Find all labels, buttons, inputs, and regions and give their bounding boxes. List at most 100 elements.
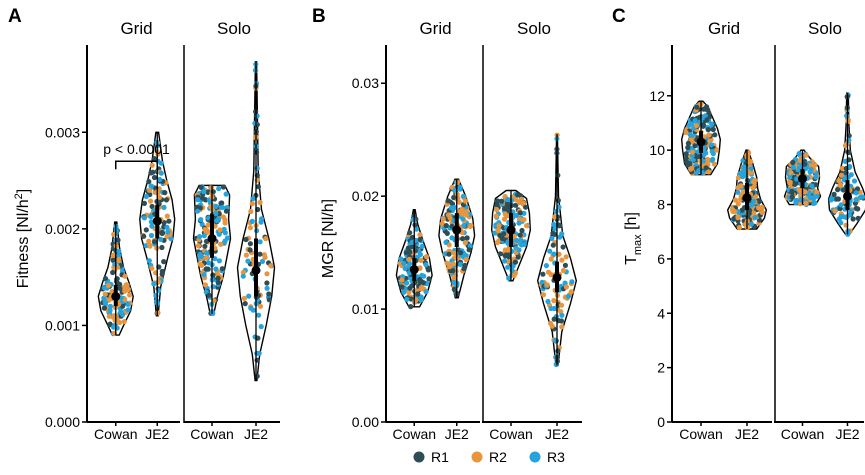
data-point (494, 207, 499, 212)
data-point (114, 277, 119, 282)
y-tick-label: 8 (657, 197, 665, 213)
data-point (803, 201, 808, 206)
data-point (150, 163, 155, 168)
data-point (546, 270, 551, 275)
data-point (738, 183, 743, 188)
data-point (834, 196, 839, 201)
data-point (250, 201, 255, 206)
legend-entry-r2: R2 (472, 449, 508, 465)
data-point (399, 277, 404, 282)
data-point (463, 199, 468, 204)
legend-entry-r3: R3 (530, 449, 566, 465)
data-point (248, 247, 253, 252)
data-point (789, 189, 794, 194)
data-point (559, 231, 564, 236)
y-tick-label: 0.002 (45, 221, 80, 237)
data-point (424, 254, 429, 259)
data-point (103, 292, 108, 297)
data-point (549, 236, 554, 241)
data-point (694, 123, 699, 128)
violin-cowan: Cowan (392, 210, 436, 442)
data-point (446, 252, 451, 257)
data-point (102, 306, 107, 311)
panel-letter: B (312, 6, 326, 27)
data-point (255, 358, 260, 363)
data-point (712, 132, 717, 137)
data-point (195, 197, 200, 202)
median-dot (843, 192, 852, 201)
data-point (555, 348, 560, 353)
data-point (164, 197, 169, 202)
x-tick-label: Cowan (190, 426, 234, 442)
x-tick-label: Cowan (94, 426, 138, 442)
data-point (418, 258, 423, 263)
data-point (147, 242, 152, 247)
data-point (144, 194, 149, 199)
data-point (245, 259, 250, 264)
data-point (853, 197, 858, 202)
data-point (204, 255, 209, 260)
data-point (159, 245, 164, 250)
median-dot (697, 137, 706, 146)
x-tick-label: JE2 (145, 426, 169, 442)
data-point (148, 214, 153, 219)
data-point (832, 208, 837, 213)
data-point (794, 198, 799, 203)
data-point (445, 261, 450, 266)
data-point (251, 196, 256, 201)
facet-title: Grid (120, 19, 152, 38)
facet-title: Grid (708, 19, 740, 38)
data-point (566, 294, 571, 299)
data-point (417, 237, 422, 242)
data-point (760, 210, 765, 215)
data-point (706, 169, 711, 174)
data-point (518, 210, 523, 215)
data-point (741, 164, 746, 169)
data-point (521, 217, 526, 222)
data-point (505, 265, 510, 270)
data-point (687, 123, 692, 128)
facet-title: Solo (217, 19, 251, 38)
data-point (559, 258, 564, 263)
data-point (458, 185, 463, 190)
data-point (446, 198, 451, 203)
y-tick-label: 0.000 (45, 414, 80, 430)
data-point (203, 282, 208, 287)
data-point (692, 143, 697, 148)
data-point (118, 309, 123, 314)
violin-je2: JE2 (538, 133, 577, 443)
data-point (514, 238, 519, 243)
data-point (462, 263, 467, 268)
data-point (684, 159, 689, 164)
data-point (217, 258, 222, 263)
data-point (522, 242, 527, 247)
data-point (148, 199, 153, 204)
data-point (461, 223, 466, 228)
data-point (829, 197, 834, 202)
data-point (198, 217, 203, 222)
data-point (159, 171, 164, 176)
data-point (122, 289, 127, 294)
data-point (412, 222, 417, 227)
data-point (125, 282, 130, 287)
data-point (152, 175, 157, 180)
data-point (557, 223, 562, 228)
data-point (564, 254, 569, 259)
data-point (125, 302, 130, 307)
data-point (551, 243, 556, 248)
data-point (455, 180, 460, 185)
panel-letter: A (8, 6, 22, 27)
facet-title: Solo (517, 19, 551, 38)
data-point (258, 239, 263, 244)
data-point (684, 151, 689, 156)
y-tick-label: 2 (657, 360, 665, 376)
data-point (524, 223, 529, 228)
data-point (467, 247, 472, 252)
data-point (551, 222, 556, 227)
data-point (516, 255, 521, 260)
data-point (791, 165, 796, 170)
data-point (753, 215, 758, 220)
